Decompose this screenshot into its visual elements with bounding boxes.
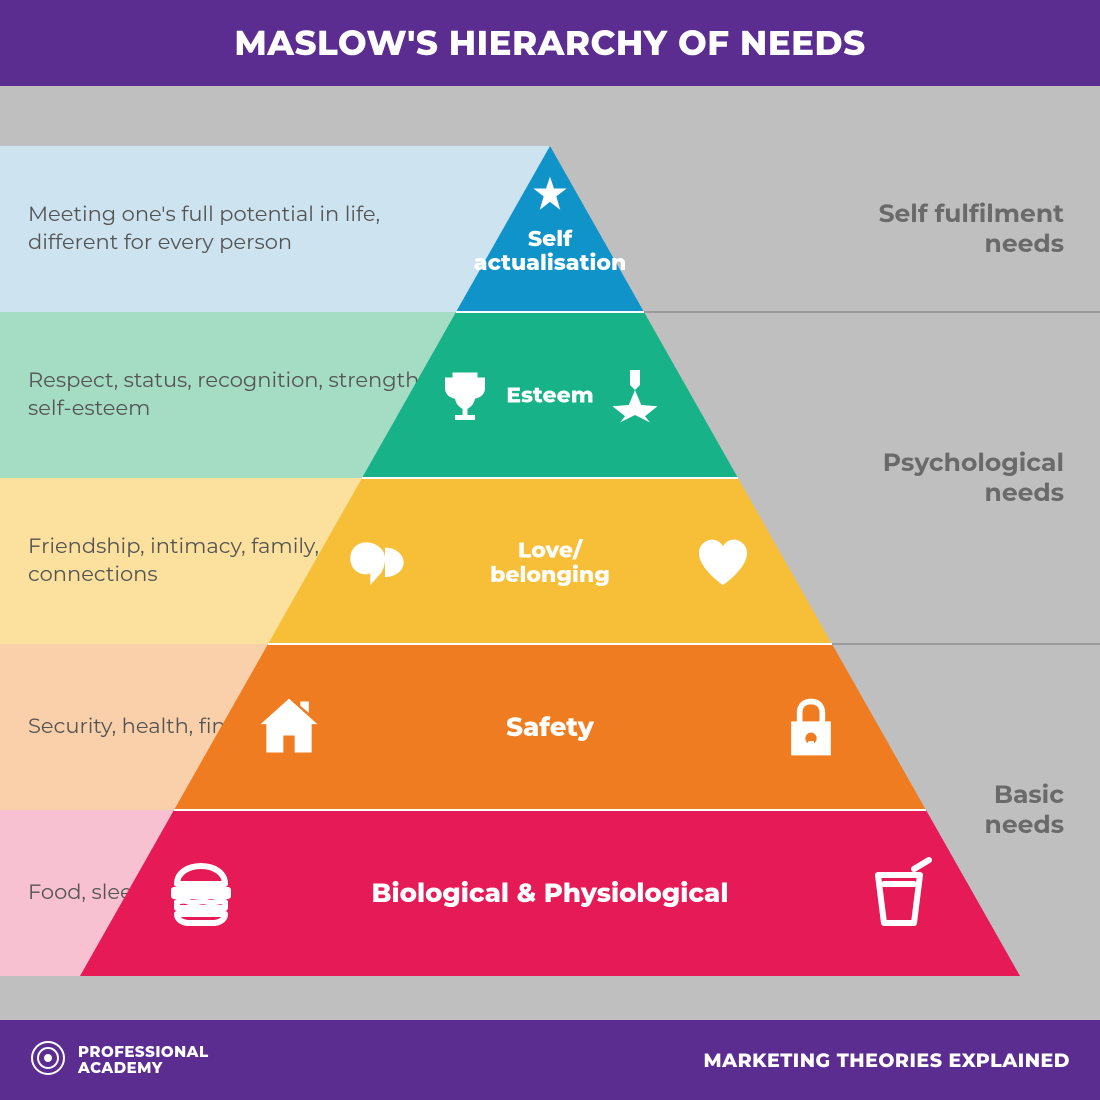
brand: PROFESSIONAL ACADEMY [30,1040,209,1081]
pyramid-area: Meeting one's full potential in life, di… [0,86,1100,1020]
level-desc-esteem: Respect, status, recognition, strength, … [0,312,550,478]
category-label: Basicneeds [985,780,1065,840]
tagline: MARKETING THEORIES EXPLAINED [704,1049,1070,1072]
brand-text: PROFESSIONAL ACADEMY [78,1044,209,1076]
target-icon [30,1040,66,1081]
level-desc-love-belonging: Friendship, intimacy, family, connection… [0,478,550,644]
category-label: Psychologicalneeds [883,448,1064,508]
page-title: MASLOW'S HIERARCHY OF NEEDS [0,0,1100,86]
level-desc-biological: Food, sleep, water [0,810,550,976]
footer: PROFESSIONAL ACADEMY MARKETING THEORIES … [0,1020,1100,1100]
level-desc-safety: Security, health, finances [0,644,550,810]
category-label: Self fulfilment needs [804,199,1064,259]
level-desc-self-actualisation: Meeting one's full potential in life, di… [0,146,550,312]
